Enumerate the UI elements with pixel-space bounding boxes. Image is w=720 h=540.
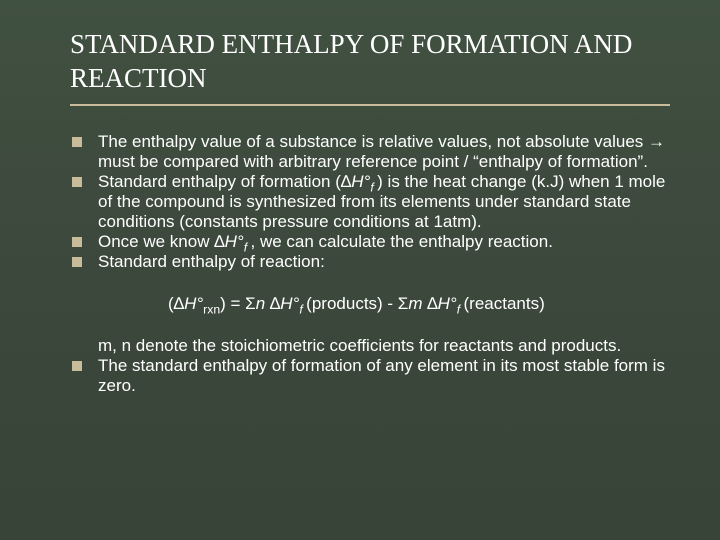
eq-n: n — [256, 294, 265, 313]
bullet-text: The standard enthalpy of formation of an… — [98, 356, 665, 395]
delta-h-symbol: H° — [184, 294, 203, 313]
bullet-text: m, n denote the stoichiometric coefficie… — [98, 336, 621, 355]
bullet-text-part: Standard enthalpy of formation (∆ — [98, 172, 351, 191]
equation: (∆H°rxn) = Σn ∆H°f (products) - Σm ∆H°f … — [70, 294, 670, 314]
bullet-item: Standard enthalpy of reaction: — [70, 252, 670, 272]
subscript-rxn: rxn — [203, 302, 220, 316]
bullet-text: Standard enthalpy of reaction: — [98, 252, 325, 271]
bullet-item-nobullet: m, n denote the stoichiometric coefficie… — [70, 336, 670, 356]
bullet-text-part: Once we know ∆ — [98, 232, 225, 251]
delta-h-symbol: H° — [351, 172, 370, 191]
eq-part: ) = Σ — [220, 294, 256, 313]
eq-m: m — [408, 294, 422, 313]
title-underline — [70, 104, 670, 106]
delta-h-symbol: H° — [438, 294, 457, 313]
bullet-item: Once we know ∆H°f , we can calculate the… — [70, 232, 670, 252]
bullet-list: The enthalpy value of a substance is rel… — [70, 132, 670, 272]
slide-title: STANDARD ENTHALPY OF FORMATION AND REACT… — [70, 28, 670, 96]
bullet-list-2: m, n denote the stoichiometric coefficie… — [70, 336, 670, 396]
bullet-item: Standard enthalpy of formation (∆H°f ) i… — [70, 172, 670, 232]
eq-part: ∆ — [423, 294, 438, 313]
eq-part: - Σ — [383, 294, 409, 313]
eq-reactants: (reactants) — [464, 294, 545, 313]
eq-products: (products) — [306, 294, 383, 313]
bullet-text-part: , we can calculate the enthalpy reaction… — [251, 232, 553, 251]
delta-h-symbol: H° — [280, 294, 299, 313]
bullet-text: The enthalpy value of a substance is rel… — [98, 132, 665, 171]
eq-part: ∆ — [265, 294, 280, 313]
slide: STANDARD ENTHALPY OF FORMATION AND REACT… — [0, 0, 720, 540]
eq-part: (∆ — [168, 294, 184, 313]
bullet-item: The enthalpy value of a substance is rel… — [70, 132, 670, 172]
delta-h-symbol: H° — [225, 232, 244, 251]
subscript-f: f — [457, 302, 464, 316]
bullet-item: The standard enthalpy of formation of an… — [70, 356, 670, 396]
